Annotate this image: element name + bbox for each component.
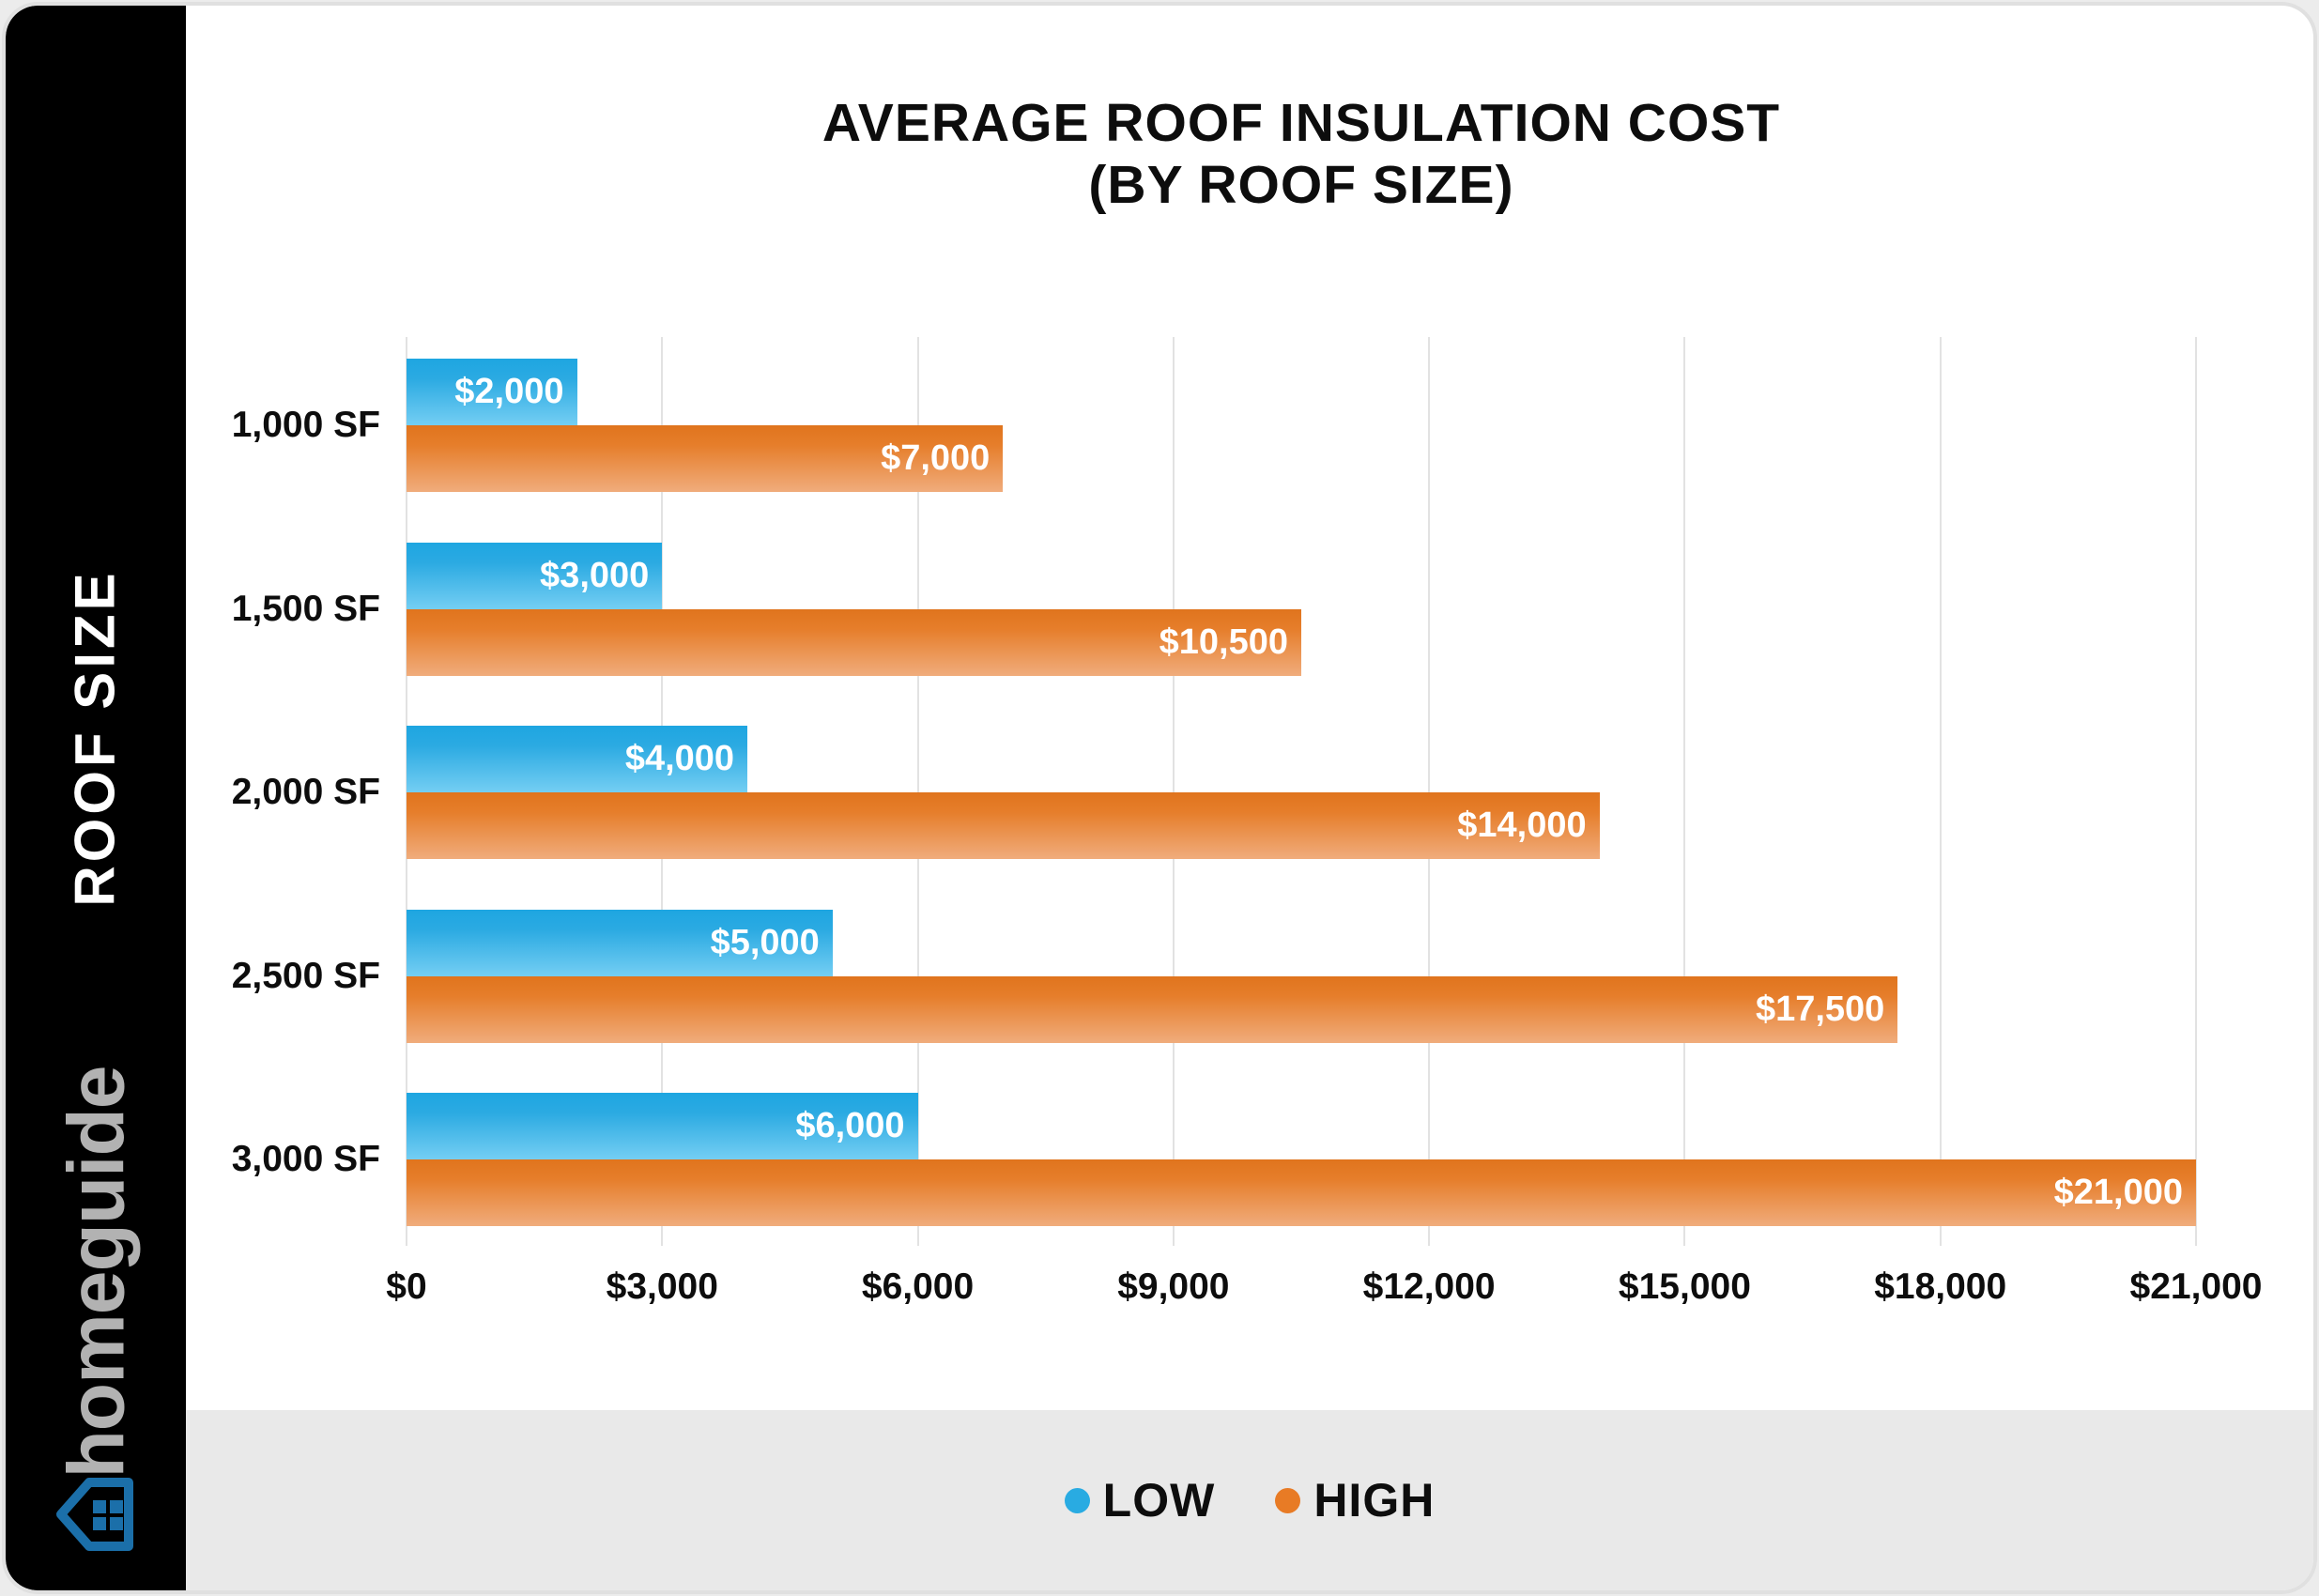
bar-value-label: $21,000: [2053, 1173, 2183, 1212]
category-label: 2,000 SF: [231, 772, 380, 812]
bar-value-label: $17,500: [1755, 989, 1885, 1029]
grid-line: [1939, 337, 1942, 1246]
sidebar: ROOF SIZE homeguide: [6, 6, 186, 1590]
grid-line: [1428, 337, 1431, 1246]
bar-low-3: $5,000: [407, 909, 833, 976]
bar-value-label: $7,000: [881, 438, 991, 478]
category-label: 1,500 SF: [231, 588, 380, 629]
grid-line: [1683, 337, 1686, 1246]
bar-high-4: $21,000: [407, 1159, 2196, 1226]
chart-title-line-1: AVERAGE ROOF INSULATION COST: [822, 93, 1781, 153]
legend-label: LOW: [1102, 1474, 1216, 1527]
x-tick-label: $0: [386, 1266, 427, 1307]
bar-high-3: $17,500: [407, 975, 1898, 1043]
legend-dot-high: [1275, 1487, 1301, 1513]
legend-item-low: LOW: [1064, 1473, 1216, 1527]
bar-low-1: $3,000: [407, 542, 663, 609]
x-tick-label: $9,000: [1117, 1266, 1230, 1307]
bar-high-1: $10,500: [407, 608, 1301, 676]
bar-value-label: $10,500: [1159, 622, 1288, 662]
category-label: 2,500 SF: [231, 955, 380, 996]
legend-dot-low: [1064, 1487, 1090, 1513]
plot-area: $2,000 $7,000 $3,000 $10,500 $4,000 $14,000 $5…: [406, 337, 2197, 1246]
grid-line: [1172, 337, 1175, 1246]
brand-wordmark: homeguide: [52, 1066, 141, 1479]
grid-line: [916, 337, 919, 1246]
bar-value-label: $6,000: [795, 1106, 905, 1145]
y-axis-title: ROOF SIZE: [63, 569, 127, 907]
legend-label: HIGH: [1313, 1474, 1436, 1527]
legend: LOW HIGH: [1064, 1473, 1436, 1527]
x-tick-label: $6,000: [861, 1266, 975, 1307]
bar-high-0: $7,000: [407, 425, 1004, 492]
legend-band: LOW HIGH: [186, 1410, 2313, 1590]
bar-low-0: $2,000: [407, 359, 577, 425]
chart-title: AVERAGE ROOF INSULATION COST (BY ROOF SI…: [407, 92, 2196, 216]
x-tick-label: $12,000: [1362, 1266, 1496, 1307]
bar-value-label: $5,000: [710, 922, 820, 962]
bar-value-label: $14,000: [1457, 806, 1587, 845]
x-tick-label: $18,000: [1874, 1266, 2007, 1307]
bar-value-label: $2,000: [454, 372, 564, 411]
bar-value-label: $3,000: [540, 555, 650, 595]
x-tick-label: $21,000: [2129, 1266, 2263, 1307]
bar-high-2: $14,000: [407, 792, 1600, 859]
legend-item-high: HIGH: [1275, 1473, 1435, 1527]
infographic-card: ROOF SIZE homeguide AVERAGE ROOF INSULAT…: [6, 6, 2313, 1590]
homeguide-house-icon: [56, 1478, 133, 1551]
bar-value-label: $4,000: [624, 739, 735, 778]
bar-low-4: $6,000: [407, 1093, 918, 1159]
chart-title-line-2: (BY ROOF SIZE): [1088, 155, 1514, 215]
grid-line: [2195, 337, 2197, 1246]
x-tick-label: $3,000: [606, 1266, 718, 1307]
category-label: 3,000 SF: [231, 1139, 380, 1179]
bar-low-2: $4,000: [407, 726, 748, 792]
x-tick-label: $15,000: [1618, 1266, 1751, 1307]
category-label: 1,000 SF: [231, 405, 380, 445]
